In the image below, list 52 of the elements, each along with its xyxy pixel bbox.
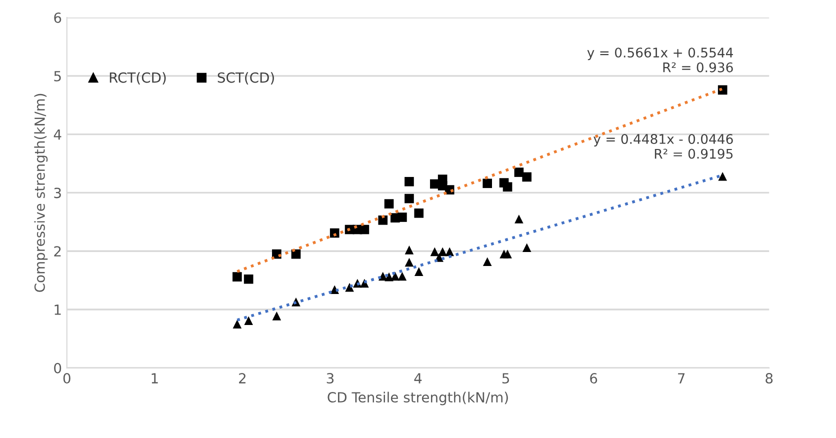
point — [514, 168, 524, 177]
y-tick-label: 1 — [54, 304, 61, 315]
point — [404, 246, 414, 254]
legend-label: SCT(CD) — [218, 72, 274, 84]
point — [414, 208, 424, 218]
y-tick-label: 6 — [54, 12, 62, 23]
point — [522, 172, 532, 182]
point — [384, 199, 394, 208]
annotation: y = 0.5661x + 0.5544 R² = 0.936 — [587, 48, 733, 72]
point — [404, 258, 414, 267]
point — [404, 176, 414, 186]
x-tick-label: 5 — [502, 373, 509, 384]
y-tick-label: 5 — [54, 71, 61, 82]
point — [438, 247, 447, 256]
x-axis-title: CD Tensile strength(kN/m) — [328, 392, 508, 406]
point — [522, 243, 532, 252]
point — [244, 274, 254, 284]
point — [503, 250, 512, 258]
x-tick-label: 3 — [326, 373, 334, 384]
point — [502, 182, 512, 192]
point — [718, 85, 728, 95]
x-tick-label: 2 — [239, 373, 246, 384]
point — [430, 247, 440, 256]
y-tick-label: 0 — [54, 362, 62, 374]
point — [330, 228, 340, 238]
y-tick-label: 2 — [54, 246, 61, 256]
point — [272, 312, 282, 320]
point — [482, 178, 492, 188]
y-tick-label: 4 — [54, 129, 62, 140]
point — [398, 212, 407, 222]
x-tick-label: 6 — [590, 373, 598, 384]
y-tick-label: 3 — [54, 188, 61, 198]
point — [360, 224, 370, 234]
point — [378, 216, 388, 225]
x-tick-label: 0 — [63, 373, 70, 384]
point — [232, 272, 242, 282]
point — [244, 316, 253, 326]
point — [445, 247, 454, 256]
y-axis-title: Compressive strength(kN/m) — [34, 94, 48, 292]
point — [404, 194, 414, 204]
annotation: y = 0.4481x - 0.0446 R² = 0.9195 — [594, 134, 733, 159]
point — [482, 257, 492, 266]
point — [718, 172, 727, 181]
x-tick-label: 8 — [766, 373, 773, 384]
legend-label: RCT(CD) — [110, 72, 166, 84]
x-tick-label: 1 — [152, 373, 158, 384]
point — [398, 272, 407, 281]
point — [414, 267, 424, 276]
x-tick-label: 4 — [414, 373, 422, 384]
x-tick-label: 7 — [678, 373, 685, 384]
point — [514, 214, 524, 224]
point — [232, 320, 242, 329]
